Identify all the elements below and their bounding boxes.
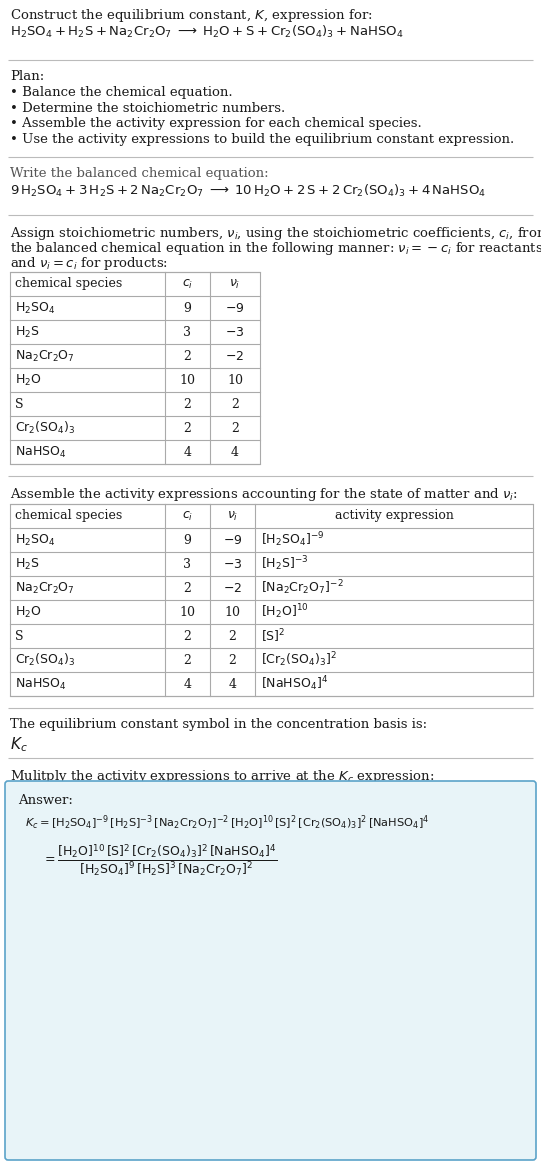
Text: Assemble the activity expressions accounting for the state of matter and $\nu_i$: Assemble the activity expressions accoun… bbox=[10, 486, 518, 503]
Text: • Use the activity expressions to build the equilibrium constant expression.: • Use the activity expressions to build … bbox=[10, 133, 514, 146]
Text: 4: 4 bbox=[228, 678, 236, 691]
Text: $-3$: $-3$ bbox=[223, 558, 242, 571]
Text: 2: 2 bbox=[183, 581, 192, 594]
Text: the balanced chemical equation in the following manner: $\nu_i = -c_i$ for react: the balanced chemical equation in the fo… bbox=[10, 240, 541, 257]
Text: 2: 2 bbox=[183, 629, 192, 643]
Text: $\mathrm{H_2S}$: $\mathrm{H_2S}$ bbox=[15, 324, 39, 339]
Text: $c_i$: $c_i$ bbox=[182, 509, 193, 523]
Text: $\nu_i$: $\nu_i$ bbox=[229, 277, 241, 290]
Text: $\mathrm{Na_2Cr_2O_7}$: $\mathrm{Na_2Cr_2O_7}$ bbox=[15, 348, 75, 363]
Text: 2: 2 bbox=[231, 422, 239, 435]
Text: $[\mathrm{S}]^{2}$: $[\mathrm{S}]^{2}$ bbox=[261, 627, 286, 644]
Text: Mulitply the activity expressions to arrive at the $K_c$ expression:: Mulitply the activity expressions to arr… bbox=[10, 768, 434, 785]
Bar bbox=[10, 504, 533, 696]
Text: Assign stoichiometric numbers, $\nu_i$, using the stoichiometric coefficients, $: Assign stoichiometric numbers, $\nu_i$, … bbox=[10, 225, 541, 242]
Text: 2: 2 bbox=[183, 654, 192, 666]
Text: $[\mathrm{H_2S}]^{-3}$: $[\mathrm{H_2S}]^{-3}$ bbox=[261, 555, 308, 573]
Text: 2: 2 bbox=[183, 397, 192, 410]
Text: $= \dfrac{[\mathrm{H_2O}]^{10}\,[\mathrm{S}]^{2}\,[\mathrm{Cr_2(SO_4)_3}]^{2}\,[: $= \dfrac{[\mathrm{H_2O}]^{10}\,[\mathrm… bbox=[42, 842, 277, 878]
Bar bbox=[10, 271, 260, 464]
Text: $[\mathrm{Cr_2(SO_4)_3}]^{2}$: $[\mathrm{Cr_2(SO_4)_3}]^{2}$ bbox=[261, 650, 337, 670]
Text: activity expression: activity expression bbox=[334, 509, 453, 522]
Text: chemical species: chemical species bbox=[15, 277, 122, 290]
Text: $[\mathrm{H_2O}]^{10}$: $[\mathrm{H_2O}]^{10}$ bbox=[261, 602, 309, 621]
Text: 10: 10 bbox=[227, 374, 243, 387]
Text: $\mathrm{Cr_2(SO_4)_3}$: $\mathrm{Cr_2(SO_4)_3}$ bbox=[15, 419, 76, 436]
Text: Plan:: Plan: bbox=[10, 70, 44, 83]
Text: 2: 2 bbox=[231, 397, 239, 410]
Text: 4: 4 bbox=[183, 445, 192, 459]
Text: $\mathrm{H_2S}$: $\mathrm{H_2S}$ bbox=[15, 557, 39, 572]
Text: and $\nu_i = c_i$ for products:: and $\nu_i = c_i$ for products: bbox=[10, 255, 168, 271]
Text: 2: 2 bbox=[183, 422, 192, 435]
Text: $c_i$: $c_i$ bbox=[182, 277, 193, 290]
Text: $9\,\mathrm{H_2SO_4} + 3\,\mathrm{H_2S} + 2\,\mathrm{Na_2Cr_2O_7}\;\longrightarr: $9\,\mathrm{H_2SO_4} + 3\,\mathrm{H_2S} … bbox=[10, 183, 486, 199]
Text: $[\mathrm{Na_2Cr_2O_7}]^{-2}$: $[\mathrm{Na_2Cr_2O_7}]^{-2}$ bbox=[261, 579, 344, 598]
Text: $-2$: $-2$ bbox=[226, 350, 245, 362]
Text: 9: 9 bbox=[183, 534, 192, 546]
Text: Write the balanced chemical equation:: Write the balanced chemical equation: bbox=[10, 167, 269, 181]
Text: $[\mathrm{NaHSO_4}]^{4}$: $[\mathrm{NaHSO_4}]^{4}$ bbox=[261, 675, 328, 693]
Text: 4: 4 bbox=[183, 678, 192, 691]
Text: 2: 2 bbox=[228, 629, 236, 643]
Text: $-9$: $-9$ bbox=[223, 534, 242, 546]
Text: $-2$: $-2$ bbox=[223, 581, 242, 594]
Text: 4: 4 bbox=[231, 445, 239, 459]
Text: 10: 10 bbox=[225, 606, 241, 619]
Text: $\mathrm{H_2SO_4 + H_2S + Na_2Cr_2O_7}$$\;\longrightarrow\;$$\mathrm{H_2O + S + : $\mathrm{H_2SO_4 + H_2S + Na_2Cr_2O_7}$$… bbox=[10, 24, 404, 40]
Text: $\mathrm{H_2O}$: $\mathrm{H_2O}$ bbox=[15, 605, 42, 620]
Text: $\mathrm{Cr_2(SO_4)_3}$: $\mathrm{Cr_2(SO_4)_3}$ bbox=[15, 652, 76, 668]
Text: $\mathrm{Na_2Cr_2O_7}$: $\mathrm{Na_2Cr_2O_7}$ bbox=[15, 580, 75, 595]
Text: • Determine the stoichiometric numbers.: • Determine the stoichiometric numbers. bbox=[10, 101, 285, 114]
Text: • Assemble the activity expression for each chemical species.: • Assemble the activity expression for e… bbox=[10, 116, 422, 130]
Text: $\mathrm{H_2O}$: $\mathrm{H_2O}$ bbox=[15, 373, 42, 388]
Text: chemical species: chemical species bbox=[15, 509, 122, 522]
Text: $[\mathrm{H_2SO_4}]^{-9}$: $[\mathrm{H_2SO_4}]^{-9}$ bbox=[261, 530, 325, 550]
Text: 3: 3 bbox=[183, 325, 192, 339]
FancyBboxPatch shape bbox=[5, 781, 536, 1160]
Text: $\nu_i$: $\nu_i$ bbox=[227, 509, 238, 523]
Text: 9: 9 bbox=[183, 302, 192, 315]
Text: $\mathrm{NaHSO_4}$: $\mathrm{NaHSO_4}$ bbox=[15, 445, 67, 459]
Text: $-9$: $-9$ bbox=[225, 302, 245, 315]
Text: $-3$: $-3$ bbox=[225, 325, 245, 339]
Text: Construct the equilibrium constant, $K$, expression for:: Construct the equilibrium constant, $K$,… bbox=[10, 7, 373, 24]
Text: $\mathrm{H_2SO_4}$: $\mathrm{H_2SO_4}$ bbox=[15, 532, 55, 548]
Text: $\mathrm{H_2SO_4}$: $\mathrm{H_2SO_4}$ bbox=[15, 301, 55, 316]
Text: $\mathrm{NaHSO_4}$: $\mathrm{NaHSO_4}$ bbox=[15, 677, 67, 692]
Text: $K_c = [\mathrm{H_2SO_4}]^{-9}\,[\mathrm{H_2S}]^{-3}\,[\mathrm{Na_2Cr_2O_7}]^{-2: $K_c = [\mathrm{H_2SO_4}]^{-9}\,[\mathrm… bbox=[25, 814, 429, 833]
Text: $K_c$: $K_c$ bbox=[10, 735, 28, 754]
Text: 2: 2 bbox=[183, 350, 192, 362]
Text: The equilibrium constant symbol in the concentration basis is:: The equilibrium constant symbol in the c… bbox=[10, 718, 427, 730]
Text: 10: 10 bbox=[180, 374, 195, 387]
Text: Answer:: Answer: bbox=[18, 795, 73, 807]
Text: S: S bbox=[15, 397, 23, 410]
Text: S: S bbox=[15, 629, 23, 643]
Text: • Balance the chemical equation.: • Balance the chemical equation. bbox=[10, 86, 233, 99]
Text: 10: 10 bbox=[180, 606, 195, 619]
Text: 3: 3 bbox=[183, 558, 192, 571]
Text: 2: 2 bbox=[228, 654, 236, 666]
